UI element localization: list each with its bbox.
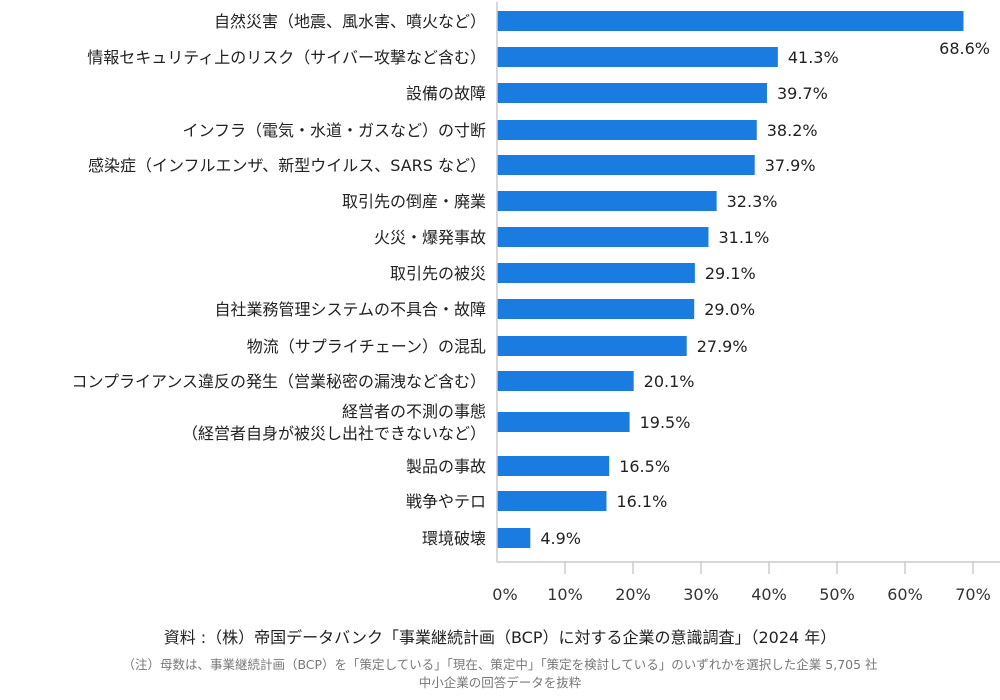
x-tick-label: 40% [751, 585, 787, 604]
category-label: 環境破壊 [422, 529, 486, 548]
data-label: 32.3% [727, 192, 778, 211]
category-label: 自社業務管理システムの不具合・故障 [214, 300, 486, 319]
x-tick-label: 30% [683, 585, 719, 604]
bar [497, 120, 757, 140]
bar [497, 412, 630, 432]
data-label: 27.9% [697, 337, 748, 356]
category-label: 経営者の不測の事態 [342, 402, 486, 421]
x-tick-label: 50% [819, 585, 855, 604]
data-label: 29.1% [705, 264, 756, 283]
bar [497, 263, 695, 283]
footnote-line-1: （注）母数は、事業継続計画（BCP）を「策定している」「現在、策定中」「策定を検… [122, 657, 878, 672]
bar [497, 155, 755, 175]
x-tick-label: 20% [615, 585, 651, 604]
x-tick-label: 60% [887, 585, 923, 604]
bar [497, 191, 717, 211]
category-label: 感染症（インフルエンザ、新型ウイルス、SARS など） [88, 156, 486, 175]
category-label: 物流（サプライチェーン）の混乱 [247, 337, 486, 356]
category-label: コンプライアンス違反の発生（営業秘密の漏洩など含む） [71, 372, 486, 391]
data-label: 38.2% [767, 121, 818, 140]
category-label: 取引先の被災 [390, 264, 486, 283]
data-label: 31.1% [718, 228, 769, 247]
data-label: 41.3% [788, 48, 839, 67]
bar [497, 491, 607, 511]
bar [497, 528, 531, 548]
data-label: 68.6% [939, 39, 990, 58]
source-caption: 資料 :（株）帝国データバンク「事業継続計画（BCP）に対する企業の意識調査」（… [163, 628, 837, 647]
data-label: 4.9% [540, 529, 581, 548]
bar [497, 11, 964, 31]
category-label: （経営者自身が被災し出社できないなど） [182, 424, 486, 443]
data-label: 20.1% [644, 372, 695, 391]
category-label: 取引先の倒産・廃業 [342, 192, 486, 211]
x-tick-label: 70% [955, 585, 991, 604]
bar [497, 371, 634, 391]
bar [497, 456, 610, 476]
category-label: 自然災害（地震、風水害、噴火など） [214, 12, 486, 31]
category-label: 火災・爆発事故 [374, 228, 486, 247]
footnote: （注）母数は、事業継続計画（BCP）を「策定している」「現在、策定中」「策定を検… [0, 656, 1000, 692]
data-label: 39.7% [777, 84, 828, 103]
data-label: 37.9% [765, 156, 816, 175]
bar-chart: 自然災害（地震、風水害、噴火など） 68.6% 情報セキュリティ上のリスク（サイバー… [71, 2, 1000, 604]
bar [497, 336, 687, 356]
bar [497, 83, 767, 103]
data-label: 29.0% [704, 300, 755, 319]
data-label: 16.5% [619, 457, 670, 476]
category-label: 設備の故障 [406, 84, 486, 103]
bar [497, 227, 709, 247]
footnote-line-2: 中小企業の回答データを抜粋 [418, 675, 582, 690]
x-tick-label: 10% [547, 585, 583, 604]
x-tick-label: 0% [492, 585, 517, 604]
category-label: 戦争やテロ [406, 492, 486, 511]
data-label: 19.5% [640, 413, 691, 432]
category-label: インフラ（電気・水道・ガスなど）の寸断 [182, 121, 486, 140]
bar [497, 299, 695, 319]
bar [497, 47, 778, 67]
data-label: 16.1% [616, 492, 667, 511]
category-label: 情報セキュリティ上のリスク（サイバー攻撃など含む） [87, 48, 486, 67]
category-label: 製品の事故 [406, 457, 486, 476]
